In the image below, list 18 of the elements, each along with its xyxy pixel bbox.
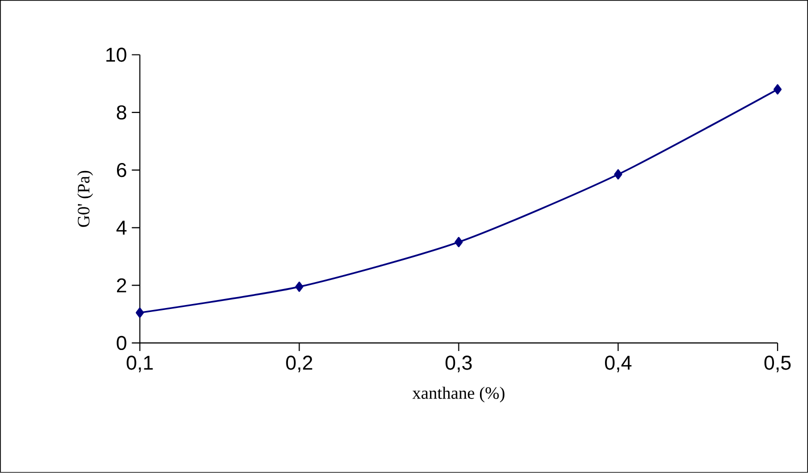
y-tick-label: 4 (116, 220, 127, 235)
x-tick-label: 0,2 (286, 356, 312, 372)
y-axis-title: G0' (Pa) (77, 170, 94, 228)
point (614, 169, 622, 180)
y-tick-label: 10 (106, 48, 126, 62)
x-axis-title: xanthane (%) (412, 386, 504, 403)
x-tick-label: 0,5 (764, 356, 791, 372)
y-tick-label: 0 (116, 336, 126, 350)
point (295, 282, 304, 292)
x-tick-label: 0,4 (605, 356, 632, 372)
point (136, 308, 144, 318)
y-tick-label: 6 (117, 163, 126, 178)
point (774, 84, 782, 95)
y-tick-label: 8 (116, 105, 126, 120)
x-tick-label: 0,3 (446, 356, 472, 372)
point (454, 237, 463, 248)
y-tick-label: 2 (116, 278, 126, 292)
x-tick-label: 0,1 (126, 356, 153, 372)
